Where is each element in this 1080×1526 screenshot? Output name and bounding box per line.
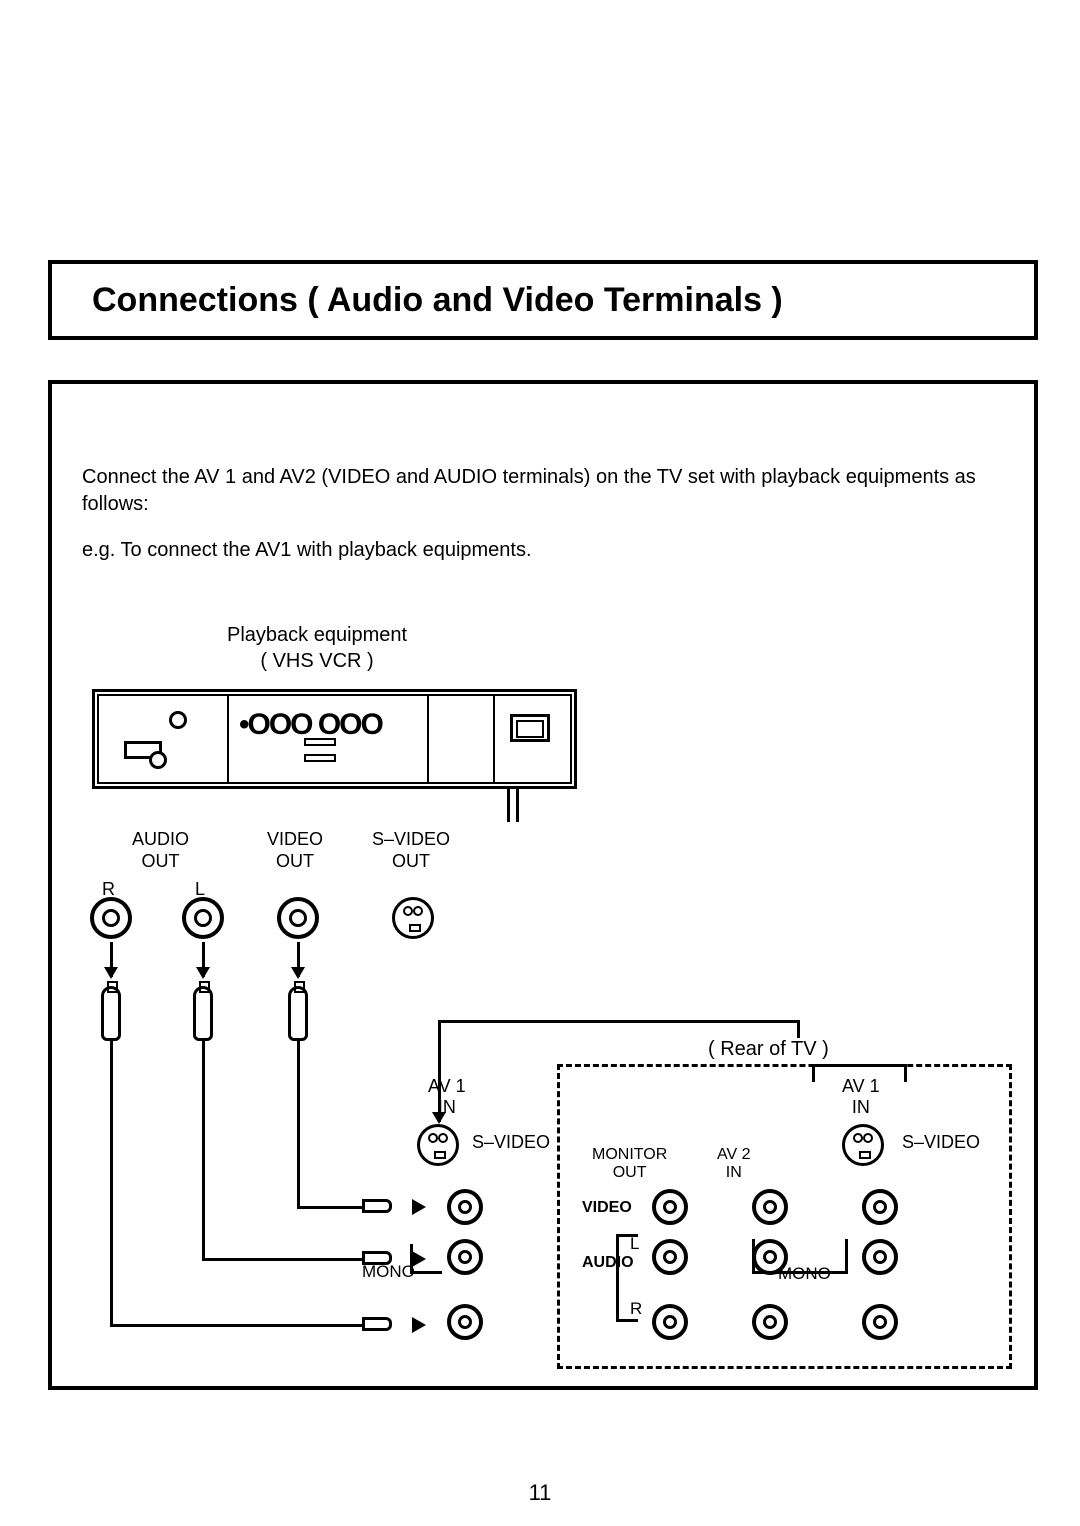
arrow-down-icon (202, 942, 205, 977)
svideo-label: S–VIDEO (902, 1132, 980, 1153)
audio-r-jack-icon (90, 897, 132, 939)
cable-line (110, 1041, 113, 1326)
arrow-right-icon (412, 1317, 426, 1333)
scanned-manual-page: Connections ( Audio and Video Terminals … (0, 0, 1080, 1526)
audio-l-jack-icon (182, 897, 224, 939)
example-text: e.g. To connect the AV1 with playback eq… (82, 539, 532, 562)
title-box: Connections ( Audio and Video Terminals … (48, 260, 1038, 340)
monitor-out-label: MONITOR OUT (592, 1146, 667, 1181)
rear-of-tv-label: ( Rear of TV ) (702, 1038, 835, 1061)
svideo-out-label: S–VIDEO OUT (372, 829, 450, 872)
av2-in-label: AV 2 IN (717, 1146, 751, 1181)
rear-jack-icon (862, 1239, 898, 1275)
diagram-box: Connect the AV 1 and AV2 (VIDEO and AUDI… (48, 380, 1038, 1390)
arrow-down-icon (110, 942, 113, 977)
audio-lr-bracket-icon (616, 1234, 638, 1322)
page-title: Connections ( Audio and Video Terminals … (92, 281, 783, 320)
audio-out-label: AUDIO OUT (132, 829, 189, 872)
cable-tip-icon (362, 1317, 392, 1331)
input-jack-icon (447, 1304, 483, 1340)
rear-jack-icon (652, 1189, 688, 1225)
cable-line (297, 1206, 362, 1209)
cable-tip-icon (362, 1199, 392, 1213)
mono-bracket-icon (410, 1244, 442, 1274)
video-out-label: VIDEO OUT (267, 829, 323, 872)
intro-text: Connect the AV 1 and AV2 (VIDEO and AUDI… (82, 464, 982, 518)
input-jack-icon (447, 1189, 483, 1225)
playback-equipment-label: Playback equipment ( VHS VCR ) (227, 622, 407, 674)
cable-line (297, 1041, 300, 1206)
svideo-jack-icon (842, 1124, 884, 1166)
rear-jack-icon (862, 1189, 898, 1225)
mono-label: MONO (362, 1262, 415, 1282)
rca-plug-icon (193, 986, 213, 1041)
arrow-right-icon (412, 1199, 426, 1215)
svideo-jack-icon (417, 1124, 459, 1166)
cable-line (110, 1324, 362, 1327)
cable-line (438, 1020, 798, 1023)
rca-plug-icon (101, 986, 121, 1041)
rear-jack-icon (752, 1304, 788, 1340)
rear-jack-icon (652, 1304, 688, 1340)
page-number: 11 (529, 1480, 552, 1506)
rear-jack-icon (862, 1304, 898, 1340)
rear-jack-icon (752, 1189, 788, 1225)
svideo-jack-icon (392, 897, 434, 939)
arrow-down-icon (438, 1104, 441, 1122)
video-jack-icon (277, 897, 319, 939)
rca-plug-icon (288, 986, 308, 1041)
arrow-down-icon (297, 942, 300, 977)
rear-jack-icon (752, 1239, 788, 1275)
cable-line (202, 1041, 205, 1261)
cable-line (202, 1258, 362, 1261)
vcr-output-lines (507, 787, 519, 822)
playback-line2: ( VHS VCR ) (260, 650, 373, 672)
rear-jack-icon (652, 1239, 688, 1275)
svideo-label: S–VIDEO (472, 1132, 550, 1153)
input-jack-icon (447, 1239, 483, 1275)
av1-in-label: AV 1 IN (842, 1076, 880, 1117)
playback-line1: Playback equipment (227, 624, 407, 646)
video-row-label: VIDEO (582, 1199, 632, 1217)
vcr-illustration: •OOO OOO (92, 689, 577, 789)
cable-line (797, 1020, 800, 1040)
